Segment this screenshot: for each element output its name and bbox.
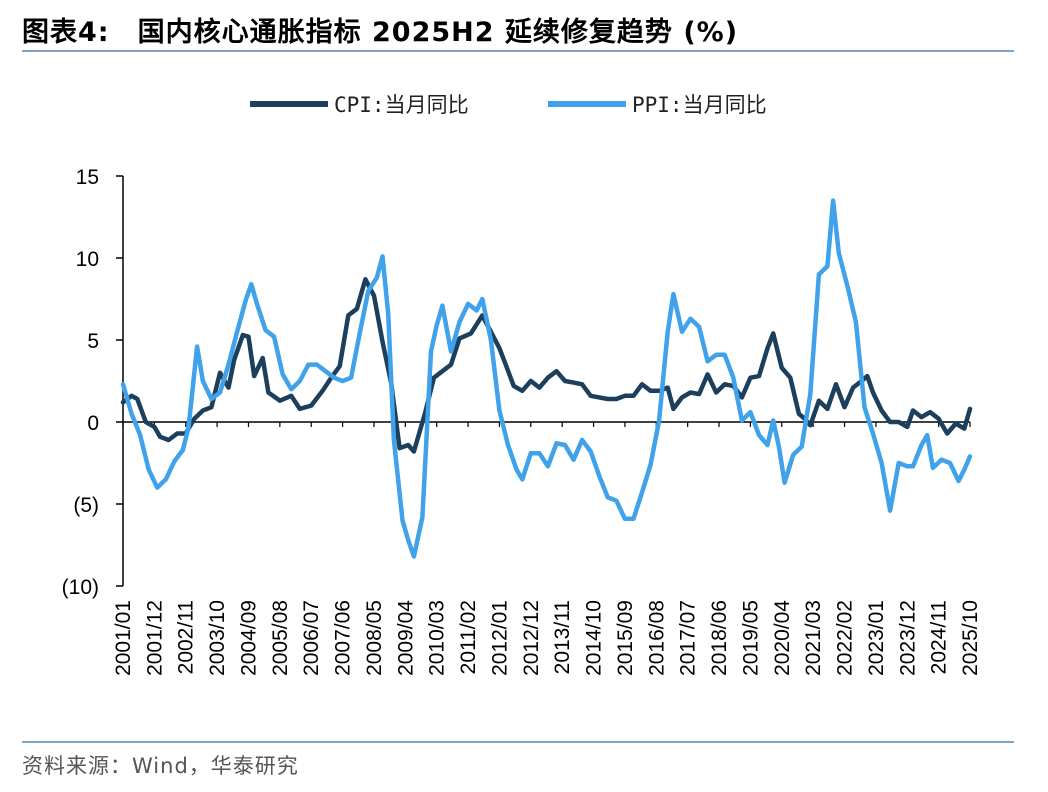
x-tick-label: 2003/10: [206, 600, 229, 676]
x-tick-label: 2025/10: [959, 600, 982, 676]
chart-title: 图表4: 国内核心通胀指标 2025H2 延续修复趋势 (%): [22, 10, 738, 49]
x-tick-label: 2012/12: [520, 600, 543, 676]
y-tick-label: 15: [76, 166, 99, 189]
x-tick-label: 2010/03: [426, 600, 449, 676]
y-tick-label: 0: [87, 412, 99, 435]
x-tick-label: 2020/04: [771, 600, 794, 676]
y-tick-label: (5): [73, 494, 99, 517]
x-tick-label: 2024/11: [928, 600, 951, 674]
x-tick-label: 2001/12: [143, 600, 166, 676]
x-tick-label: 2015/09: [614, 600, 637, 676]
legend: CPI:当月同比 PPI:当月同比: [250, 93, 767, 117]
title-divider: [22, 50, 1014, 52]
x-tick-label: 2011/02: [457, 600, 480, 674]
x-tick-label: 2004/09: [237, 600, 260, 676]
x-tick-label: 2001/01: [112, 600, 135, 676]
x-tick-label: 2023/12: [896, 600, 919, 676]
x-tick-label: 2002/11: [175, 600, 198, 674]
x-tick-label: 2014/10: [583, 600, 606, 676]
series-line-cpi: [120, 277, 973, 454]
x-tick-label: 2019/05: [739, 600, 762, 676]
legend-label-ppi: PPI:当月同比: [632, 93, 767, 117]
x-tick-label: 2022/02: [834, 600, 857, 676]
tick-labels: 15 10 5 0 (5) (10) 2001/01 2001/12 2002/11 2003/1…: [62, 166, 982, 676]
x-tick-label: 2021/03: [802, 600, 825, 676]
x-tick-label: 2007/06: [332, 600, 355, 676]
x-tick-label: 2013/11: [551, 600, 574, 674]
x-tick-label: 2016/08: [645, 600, 668, 676]
x-tick-label: 2009/04: [394, 600, 417, 676]
x-tick-label: 2023/01: [865, 600, 888, 676]
x-tick-label: 2017/07: [677, 600, 700, 676]
x-tick-label: 2018/06: [708, 600, 731, 676]
y-tick-label: (10): [62, 576, 99, 599]
title-text: 国内核心通胀指标 2025H2 延续修复趋势 (%): [137, 17, 739, 48]
y-tick-label: 10: [76, 248, 99, 271]
x-tick-label: 2005/08: [269, 600, 292, 676]
series-line-ppi: [120, 198, 973, 559]
y-tick-label: 5: [87, 330, 99, 353]
legend-label-cpi: CPI:当月同比: [334, 93, 469, 117]
x-tick-label: 2012/01: [488, 600, 511, 676]
source-divider: [22, 741, 1014, 743]
series-lines: [120, 198, 973, 559]
axes: [116, 175, 971, 587]
figure-label: 图表4:: [22, 17, 110, 48]
x-tick-label: 2008/05: [363, 600, 386, 676]
source-note: 资料来源：Wind，华泰研究: [22, 754, 299, 778]
x-tick-label: 2006/07: [300, 600, 323, 676]
